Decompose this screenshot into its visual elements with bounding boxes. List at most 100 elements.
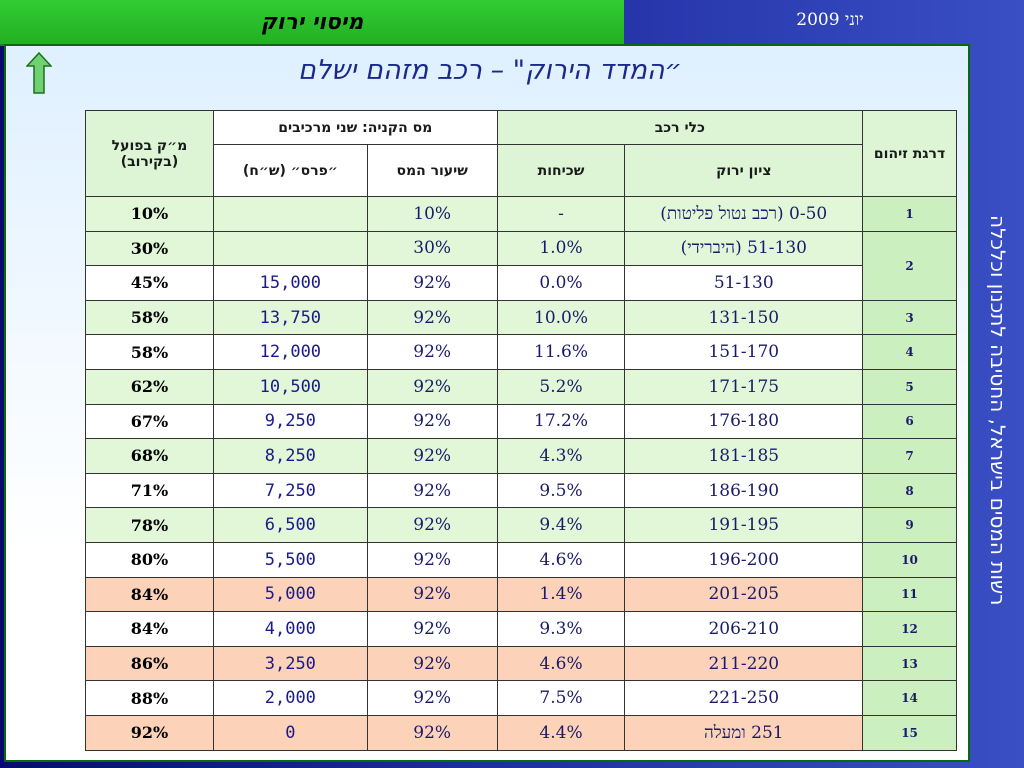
header-green-score: ציון ירוק [624, 144, 864, 197]
actual-tax-cell: 78% [85, 507, 214, 543]
actual-tax-cell: 84% [85, 576, 214, 613]
tax-rate-cell: 92% [366, 541, 498, 578]
prevalence-cell: 17.2% [496, 403, 626, 440]
actual-tax-cell: 45% [85, 265, 214, 301]
grade-cell: 12 [862, 611, 957, 647]
tax-rate-cell: 92% [366, 680, 498, 716]
grade-cell: 9 [862, 507, 957, 543]
prize-cell: 12,000 [212, 334, 368, 370]
tax-rate-cell: 30% [366, 230, 498, 267]
slide-title: מיסוי ירוק [260, 9, 364, 35]
prevalence-cell: 4.6% [496, 541, 626, 578]
grade-cell: 11 [862, 576, 957, 613]
prize-cell: 5,500 [212, 541, 368, 578]
header-vehicle: כלי רכב [496, 110, 864, 145]
prize-cell: 7,250 [212, 472, 368, 509]
actual-tax-cell: 88% [85, 680, 214, 716]
actual-tax-cell: 30% [85, 230, 214, 267]
prevalence-cell: 0.0% [496, 265, 626, 301]
prize-cell: 6,500 [212, 507, 368, 543]
up-arrow-icon[interactable] [26, 52, 52, 94]
actual-tax-cell: 58% [85, 334, 214, 370]
table-row: 8 186-190 9.5% 92% 7,250 71% [85, 472, 957, 509]
header-purchase-tax: מס הקניה: שני מרכיבים [212, 110, 498, 145]
table-row: 9 191-195 9.4% 92% 6,500 78% [85, 507, 957, 543]
prevalence-cell: 5.2% [496, 368, 626, 405]
prize-cell: 2,000 [212, 680, 368, 716]
tax-rate-cell: 10% [366, 196, 498, 232]
grade-cell: 14 [862, 680, 957, 716]
green-tax-table: דרגת זיהום כלי רכב מס הקניה: שני מרכיבים… [85, 110, 957, 751]
green-score-cell: 176-180 [624, 403, 864, 440]
tax-rate-cell: 92% [366, 299, 498, 336]
green-score-cell: 251 ומעלה [624, 714, 864, 751]
grade-cell: 10 [862, 541, 957, 578]
grade-cell: 4 [862, 334, 957, 370]
prize-cell: 15,000 [212, 265, 368, 301]
table-row: 14 221-250 7.5% 92% 2,000 88% [85, 680, 957, 716]
green-score-cell: 221-250 [624, 680, 864, 716]
header-tax-rate: שיעור המס [366, 144, 498, 197]
prize-cell: 9,250 [212, 403, 368, 440]
prevalence-cell: 10.0% [496, 299, 626, 336]
grade-cell: 13 [862, 645, 957, 682]
header-actual: מ״ק בפועל (בקירוב) [85, 110, 214, 197]
prize-cell [212, 230, 368, 267]
prize-cell: 0 [212, 714, 368, 751]
prevalence-cell: 7.5% [496, 680, 626, 716]
headline: ״המדד הירוק" – רכב מזהם ישלם [298, 55, 682, 86]
prevalence-cell: 11.6% [496, 334, 626, 370]
tax-rate-cell: 92% [366, 576, 498, 613]
grade-cell: 7 [862, 438, 957, 474]
tax-rate-cell: 92% [366, 507, 498, 543]
table-row: 11 201-205 1.4% 92% 5,000 84% [85, 576, 957, 613]
tax-rate-cell: 92% [366, 334, 498, 370]
prevalence-cell: 9.5% [496, 472, 626, 509]
prize-cell: 8,250 [212, 438, 368, 474]
table-row: 7 181-185 4.3% 92% 8,250 68% [85, 438, 957, 474]
tax-rate-cell: 92% [366, 403, 498, 440]
grade-cell: 8 [862, 472, 957, 509]
organization-label: רשות המסים בישראל, החטיבה לתכנון וכלכלה [986, 214, 1010, 606]
actual-tax-cell: 80% [85, 541, 214, 578]
tax-rate-cell: 92% [366, 645, 498, 682]
actual-tax-cell: 68% [85, 438, 214, 474]
green-score-cell: 151-170 [624, 334, 864, 370]
prevalence-cell: 4.3% [496, 438, 626, 474]
table-row: 5 171-175 5.2% 92% 10,500 62% [85, 368, 957, 405]
tax-rate-cell: 92% [366, 438, 498, 474]
prize-cell: 4,000 [212, 611, 368, 647]
prevalence-cell: 4.6% [496, 645, 626, 682]
header-grade: דרגת זיהום [862, 110, 957, 197]
green-score-cell: 171-175 [624, 368, 864, 405]
actual-tax-cell: 62% [85, 368, 214, 405]
prevalence-cell: 1.0% [496, 230, 626, 267]
actual-tax-cell: 71% [85, 472, 214, 509]
slide-date: יוני 2009 [796, 10, 864, 30]
grade-cell: 5 [862, 368, 957, 405]
prize-cell: 13,750 [212, 299, 368, 336]
prevalence-cell: 1.4% [496, 576, 626, 613]
actual-tax-cell: 86% [85, 645, 214, 682]
tax-rate-cell: 92% [366, 714, 498, 751]
table-row: 15 251 ומעלה 4.4% 92% 0 92% [85, 714, 957, 751]
green-score-cell: 131-150 [624, 299, 864, 336]
table-row: 51-130 0.0% 92% 15,000 45% [85, 265, 957, 301]
table-row: 3 131-150 10.0% 92% 13,750 58% [85, 299, 957, 336]
green-score-cell: 51-130 (היברידי) [624, 230, 864, 267]
tax-rate-cell: 92% [366, 472, 498, 509]
green-score-cell: 51-130 [624, 265, 864, 301]
green-score-cell: 206-210 [624, 611, 864, 647]
tax-rate-cell: 92% [366, 611, 498, 647]
table-row: 6 176-180 17.2% 92% 9,250 67% [85, 403, 957, 440]
prize-cell [212, 196, 368, 232]
grade-cell: 1 [862, 196, 957, 232]
prize-cell: 10,500 [212, 368, 368, 405]
actual-tax-cell: 67% [85, 403, 214, 440]
tax-rate-cell: 92% [366, 265, 498, 301]
table-row: 13 211-220 4.6% 92% 3,250 86% [85, 645, 957, 682]
actual-tax-cell: 58% [85, 299, 214, 336]
prize-cell: 3,250 [212, 645, 368, 682]
prevalence-cell: 9.3% [496, 611, 626, 647]
table-row: 2 51-130 (היברידי) 1.0% 30% 30% [85, 230, 957, 301]
